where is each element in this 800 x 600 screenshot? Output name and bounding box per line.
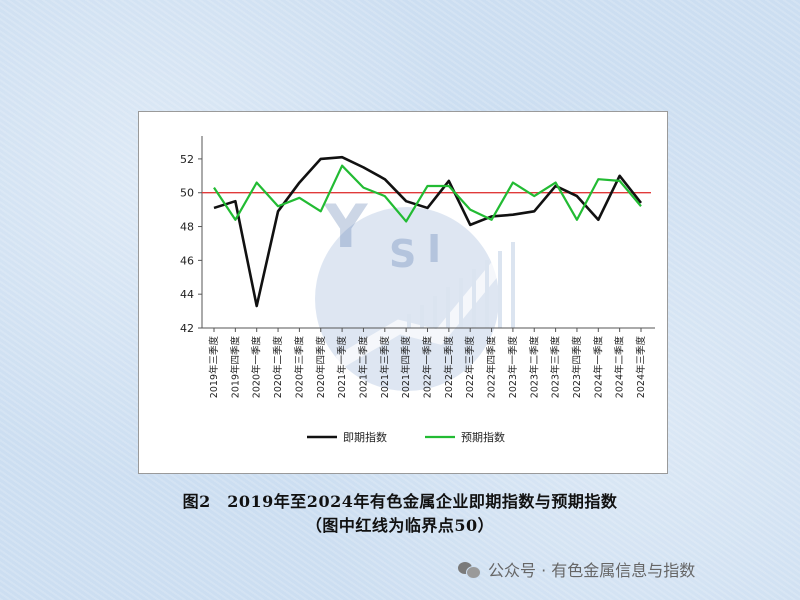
x-tick-label: 2019年四季度 <box>229 336 241 399</box>
x-tick-label: 2020年四季度 <box>315 336 327 399</box>
wechat-account-name: 公众号 · 有色金属信息与指数 <box>488 561 696 580</box>
x-tick-label: 2020年二季度 <box>272 336 284 399</box>
watermark-bar <box>472 269 476 328</box>
x-tick-label: 2024年一季度 <box>592 336 604 399</box>
watermark-bar <box>459 278 463 328</box>
watermark-logo <box>315 207 527 391</box>
watermark-letter: Y <box>323 192 369 262</box>
watermark-bar <box>511 242 515 328</box>
watermark-letter: S <box>389 232 416 276</box>
x-tick-label: 2023年二季度 <box>528 336 540 399</box>
wechat-attribution: 公众号 · 有色金属信息与指数 <box>458 557 695 581</box>
x-tick-label: 2023年三季度 <box>550 336 562 399</box>
figure-caption-title: 图2 2019年至2024年有色金属企业即期指数与预期指数 <box>182 492 618 511</box>
x-tick-label: 2024年二季度 <box>614 336 626 399</box>
watermark-bar <box>407 314 411 328</box>
series-line-expected-index <box>213 164 642 223</box>
watermark-bar <box>433 296 437 328</box>
legend-label: 预期指数 <box>461 430 505 444</box>
x-tick-label: 2020年三季度 <box>293 336 305 399</box>
x-tick-label: 2021年三季度 <box>379 336 391 399</box>
y-tick-label: 50 <box>180 187 194 200</box>
y-tick-label: 46 <box>180 254 194 267</box>
y-axis-ticks: 42 44 46 48 50 52 <box>180 153 202 335</box>
watermark-bar <box>420 305 424 328</box>
x-tick-label: 2022年一季度 <box>422 336 434 399</box>
axes <box>201 136 655 329</box>
legend: 即期指数 预期指数 <box>307 430 505 444</box>
watermark-bar <box>485 260 489 328</box>
x-tick-label: 2023年一季度 <box>507 336 519 399</box>
x-tick-label: 2023年四季度 <box>571 336 583 399</box>
legend-label: 即期指数 <box>343 430 387 444</box>
x-tick-label: 2020年一季度 <box>251 336 263 399</box>
x-tick-label: 2021年四季度 <box>400 336 412 399</box>
x-tick-label: 2021年一季度 <box>336 336 348 399</box>
x-tick-label: 2022年三季度 <box>464 336 476 399</box>
x-tick-label: 2022年四季度 <box>486 336 498 399</box>
series-line-spot-index <box>213 155 643 308</box>
x-tick-label: 2021年二季度 <box>357 336 369 399</box>
figure-caption-note: （图中红线为临界点50） <box>305 516 495 535</box>
watermark-bar <box>498 251 502 328</box>
x-tick-label: 2022年二季度 <box>443 336 455 399</box>
y-tick-label: 48 <box>180 221 194 234</box>
wechat-icon <box>458 560 481 579</box>
x-axis-ticks: 2019年三季度 2019年四季度 2020年一季度 2020年二季度 2020年三季度… <box>208 328 647 398</box>
y-tick-label: 52 <box>180 153 194 166</box>
y-tick-label: 44 <box>180 288 194 301</box>
watermark-bar <box>446 287 450 328</box>
series-lines <box>213 155 643 308</box>
x-tick-label: 2024年三季度 <box>635 336 647 399</box>
y-tick-label: 42 <box>180 322 194 335</box>
watermark-letter: I <box>427 227 441 271</box>
x-tick-label: 2019年三季度 <box>208 336 220 399</box>
